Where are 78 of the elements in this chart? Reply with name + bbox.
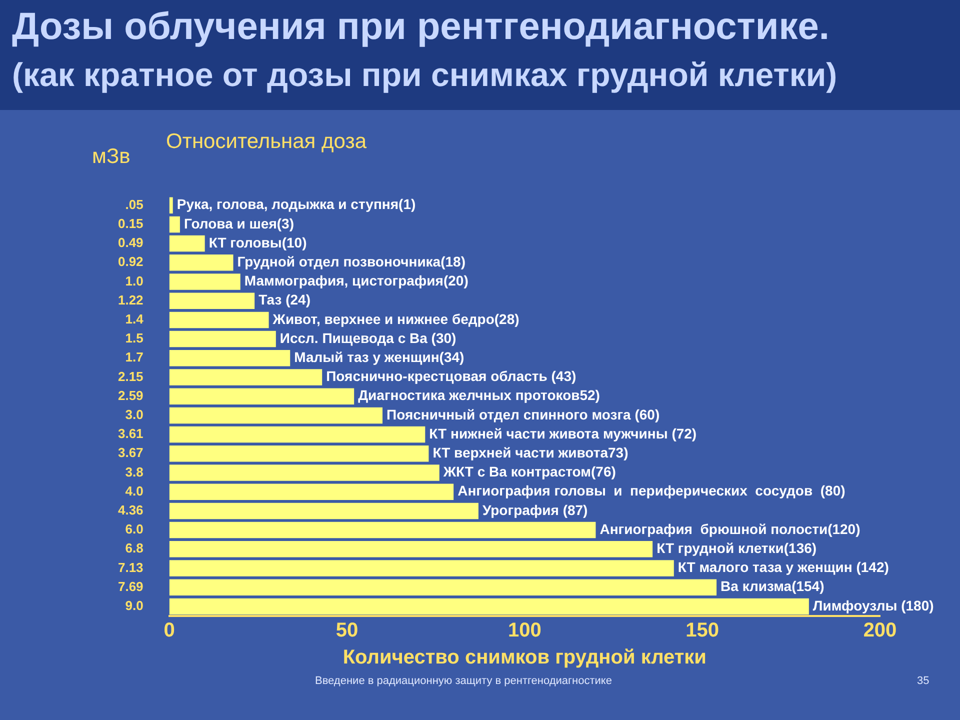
y-tick-label: 4.0	[125, 483, 144, 498]
bar	[169, 216, 180, 233]
data-label: Иссл. Пищевода с Ва (30)	[280, 330, 456, 346]
y-tick-label: 1.22	[118, 292, 144, 308]
y-tick-label: 0.49	[118, 235, 144, 250]
bar	[169, 388, 354, 404]
y-tick-label: 3.61	[118, 426, 144, 442]
data-label: Пояснично-крестцовая область (43)	[326, 368, 576, 384]
bar	[169, 312, 269, 328]
text: 35	[917, 675, 930, 687]
bar	[169, 484, 454, 500]
bar	[169, 446, 429, 462]
x-tick-label: 0	[164, 620, 175, 642]
y-tick-label: 2.15	[118, 368, 144, 384]
x-axis-title: Количество снимков грудной клетки	[342, 646, 706, 669]
data-label: Поясничный отдел спинного мозга (60)	[386, 406, 660, 422]
y-tick-label: 1.5	[125, 330, 144, 346]
bar	[169, 350, 290, 366]
y-tick-label: 7.69	[118, 578, 144, 594]
y-tick-label: 1.7	[125, 350, 144, 365]
y-tick-label: 6.0	[125, 522, 144, 537]
text: Относительная доза	[166, 130, 367, 154]
bar	[169, 197, 173, 214]
bar	[169, 464, 440, 481]
data-label: Таз (24)	[258, 292, 310, 308]
data-label: Ангиография брюшной полости(120)	[600, 520, 860, 537]
bar	[169, 579, 717, 596]
chart-subtitle: (как кратное от дозы при снимках грудной клетки)	[12, 56, 838, 94]
y-tick-label: 1.4	[125, 312, 144, 327]
bar	[169, 292, 255, 309]
x-tick-label: 200	[863, 620, 897, 642]
data-label: Малый таз у женщин(34)	[294, 349, 464, 366]
y-tick-label: 3.8	[125, 464, 144, 480]
data-label: Маммография, цистография(20)	[244, 272, 468, 289]
bar	[169, 274, 240, 290]
bar	[169, 541, 653, 558]
y-tick-label: 2.59	[118, 388, 144, 403]
data-label: Лимфоузлы (180)	[812, 597, 934, 614]
data-label: КТ головы(10)	[208, 234, 307, 250]
y-tick-label: 3.67	[118, 445, 144, 460]
bar	[169, 522, 596, 538]
y-tick-label: 7.13	[118, 560, 144, 575]
bar	[169, 330, 276, 348]
y-tick-label: 9.0	[125, 598, 144, 614]
y-tick-label: 0.15	[118, 216, 144, 232]
data-label: Ангиография головы и периферических сосудов (80)	[458, 482, 846, 499]
y-tick-label: 3.0	[125, 407, 144, 422]
y-tick-label: 1.0	[125, 273, 144, 288]
bar	[169, 235, 205, 252]
data-label: КТ малого таза у женщин (142)	[678, 559, 889, 576]
chart-title: Дозы облучения при рентгенодиагностике.	[12, 6, 830, 49]
data-label: КТ верхней части живота73)	[432, 444, 628, 461]
x-tick-label: 50	[336, 620, 358, 642]
data-label: Грудной отдел позвоночника(18)	[237, 254, 466, 270]
data-label: КТ нижней части живота мужчины (72)	[429, 425, 697, 442]
data-label: Живот, верхнее и нижнее бедро(28)	[272, 310, 520, 327]
data-label: ЖКТ с Ва контрастом(76)	[442, 464, 616, 480]
data-label: Голова и шея(3)	[184, 215, 294, 232]
y-tick-label: 0.92	[118, 254, 144, 270]
bar	[169, 426, 426, 443]
y-tick-label: .05	[125, 196, 144, 212]
data-label: Диагностика желчных протоков52)	[358, 387, 600, 404]
x-tick-label: 150	[686, 620, 720, 642]
bar	[169, 407, 383, 424]
data-label: Ва клизма(154)	[720, 578, 824, 594]
x-tick-label: 100	[508, 620, 542, 642]
data-label: КТ грудной клетки(136)	[656, 540, 817, 556]
bar	[169, 254, 234, 271]
y-axis-title: мЗв	[92, 145, 130, 169]
data-label: Урография (87)	[482, 502, 588, 518]
bar	[169, 369, 322, 386]
y-tick-label: 4.36	[118, 502, 144, 518]
text: Введение в радиационную защиту в рентгенодиагностике	[315, 675, 612, 687]
bar	[169, 560, 674, 576]
bar	[169, 502, 478, 520]
data-label: Рука, голова, лодыжка и ступня(1)	[176, 196, 416, 212]
y-tick-label: 6.8	[125, 540, 144, 556]
bar	[169, 598, 809, 615]
